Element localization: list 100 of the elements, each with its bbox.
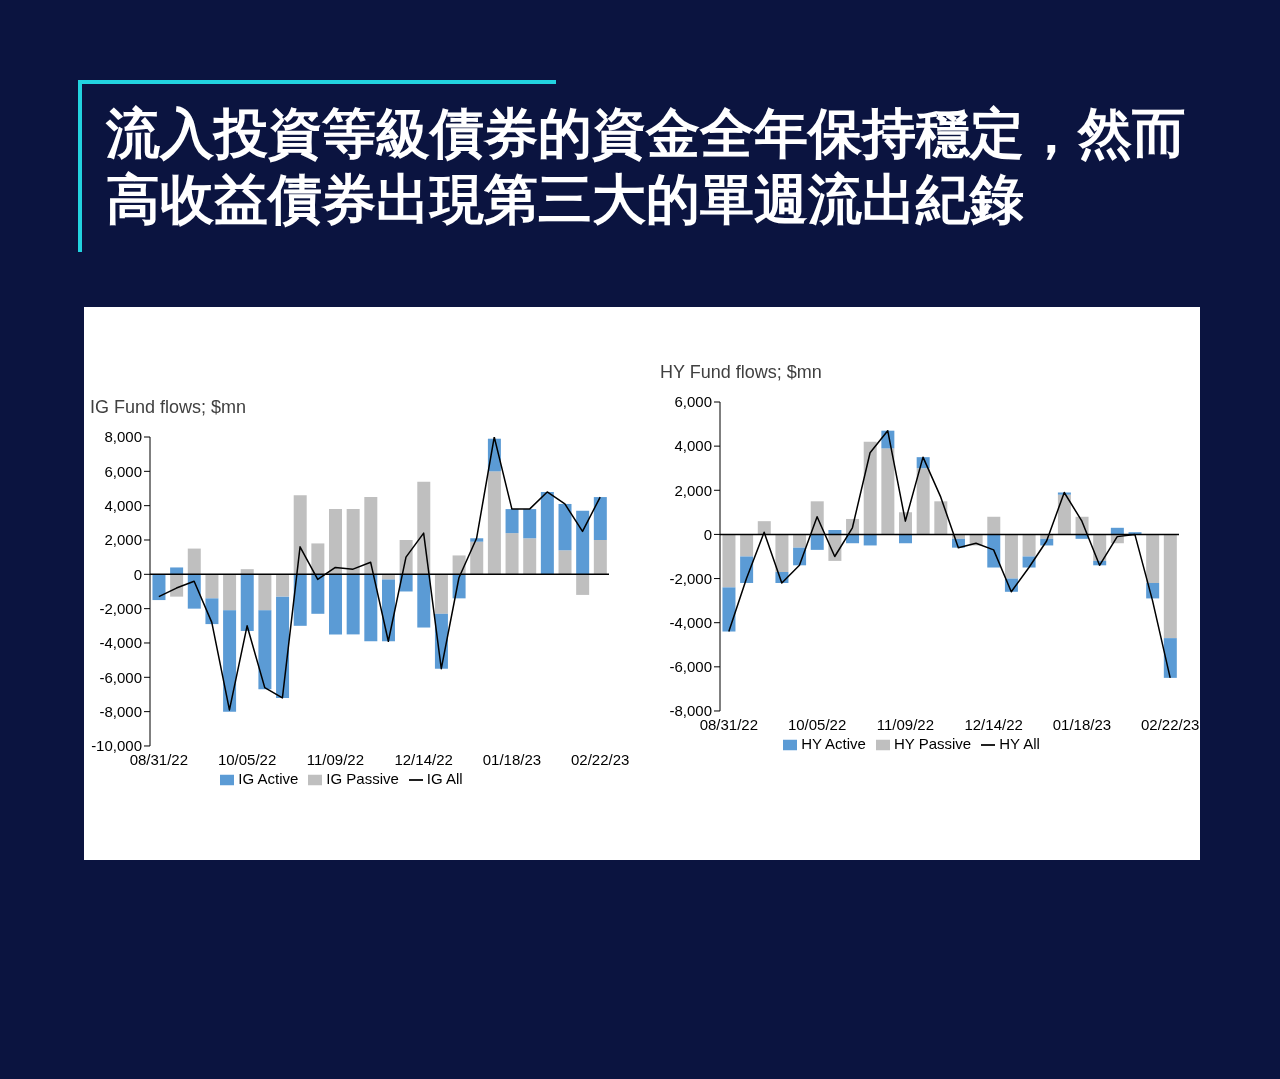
legend-label: HY Passive [893, 734, 972, 752]
bar [540, 491, 554, 575]
bar [346, 574, 360, 635]
legend-label: HY Active [801, 734, 866, 752]
y-tick-label: 2,000 [674, 481, 712, 499]
bar [311, 574, 325, 614]
legend-label: HY All [999, 734, 1040, 752]
bar [523, 538, 537, 575]
x-tick-label: 01/18/23 [1052, 715, 1112, 733]
y-tick-label: 0 [133, 565, 142, 583]
bar [740, 534, 754, 557]
bar [593, 497, 607, 540]
bar [417, 574, 431, 628]
bar [170, 574, 184, 597]
bar [293, 495, 307, 575]
bar [775, 534, 789, 572]
bar [223, 610, 237, 712]
bar [934, 501, 948, 535]
bar [205, 574, 219, 599]
y-tick-label: -8,000 [99, 702, 142, 720]
bar [187, 548, 201, 575]
chart-title: 流入投資等級債券的資金全年保持穩定，然而高收益債券出現第三大的單週流出紀錄 [106, 102, 1187, 231]
bar [987, 534, 1001, 568]
bar [276, 596, 290, 698]
x-tick-label: 10/05/22 [787, 715, 847, 733]
bar [1163, 534, 1177, 639]
bar [828, 530, 842, 535]
bar [187, 574, 201, 609]
x-tick-label: 12/14/22 [394, 750, 453, 768]
bar [863, 441, 877, 535]
bar [987, 516, 1001, 535]
legend-label: IG Passive [326, 769, 399, 787]
y-tick-label: -4,000 [669, 614, 712, 632]
bar [740, 556, 754, 583]
bar [205, 598, 219, 625]
x-tick-label: 02/22/23 [570, 750, 630, 768]
y-tick-label: 8,000 [104, 428, 142, 446]
x-tick-label: 11/09/22 [306, 750, 365, 768]
bar [1146, 534, 1160, 583]
bar [487, 471, 501, 575]
y-tick-label: 2,000 [104, 531, 142, 549]
x-tick-label: 02/22/23 [1140, 715, 1200, 733]
bar [863, 534, 877, 546]
bar [329, 574, 343, 635]
bar [881, 448, 895, 535]
bar [417, 481, 431, 575]
bar [899, 534, 913, 544]
y-tick-label: -2,000 [99, 599, 142, 617]
bar [558, 503, 572, 551]
y-tick-label: -2,000 [669, 569, 712, 587]
bar [505, 509, 519, 534]
x-tick-label: 01/18/23 [482, 750, 542, 768]
bar [1057, 494, 1071, 535]
bar [757, 521, 771, 535]
bar [1163, 638, 1177, 678]
bar [593, 539, 607, 575]
bar [576, 510, 590, 575]
chart-subtitle: IG Fund flows; $mn [90, 397, 247, 418]
bar [722, 587, 736, 632]
y-tick-label: 6,000 [104, 462, 142, 480]
bar [810, 534, 824, 550]
bar [346, 509, 360, 575]
bar [558, 550, 572, 575]
y-tick-label: 4,000 [674, 437, 712, 455]
bar [505, 533, 519, 575]
bar [434, 574, 448, 614]
y-tick-label: 0 [703, 525, 712, 543]
bar [311, 543, 325, 575]
y-tick-label: 4,000 [104, 496, 142, 514]
bar [170, 567, 184, 575]
legend-label: IG Active [238, 769, 299, 787]
bar [258, 610, 272, 690]
bar [329, 509, 343, 575]
x-tick-label: 12/14/22 [964, 715, 1023, 733]
bar [1110, 527, 1124, 535]
bar [258, 574, 272, 611]
bar [470, 541, 484, 575]
bar [576, 574, 590, 595]
bar [722, 534, 736, 588]
bar [364, 497, 378, 575]
bar [899, 512, 913, 535]
bar [523, 509, 537, 539]
legend-label: IG All [426, 769, 463, 787]
bar [293, 574, 307, 626]
bar [1004, 534, 1018, 579]
bar [276, 574, 290, 597]
bar [793, 534, 807, 548]
y-tick-label: -6,000 [669, 658, 712, 676]
y-tick-label: 6,000 [674, 393, 712, 411]
bar [1093, 534, 1107, 561]
y-tick-label: -6,000 [99, 668, 142, 686]
bar [916, 468, 930, 535]
bar [364, 574, 378, 642]
y-tick-label: -4,000 [99, 634, 142, 652]
bar [1022, 534, 1036, 557]
bar [223, 574, 237, 611]
x-tick-label: 11/09/22 [876, 715, 935, 733]
bar [452, 555, 466, 575]
x-tick-label: 10/05/22 [217, 750, 277, 768]
bar [240, 569, 254, 575]
